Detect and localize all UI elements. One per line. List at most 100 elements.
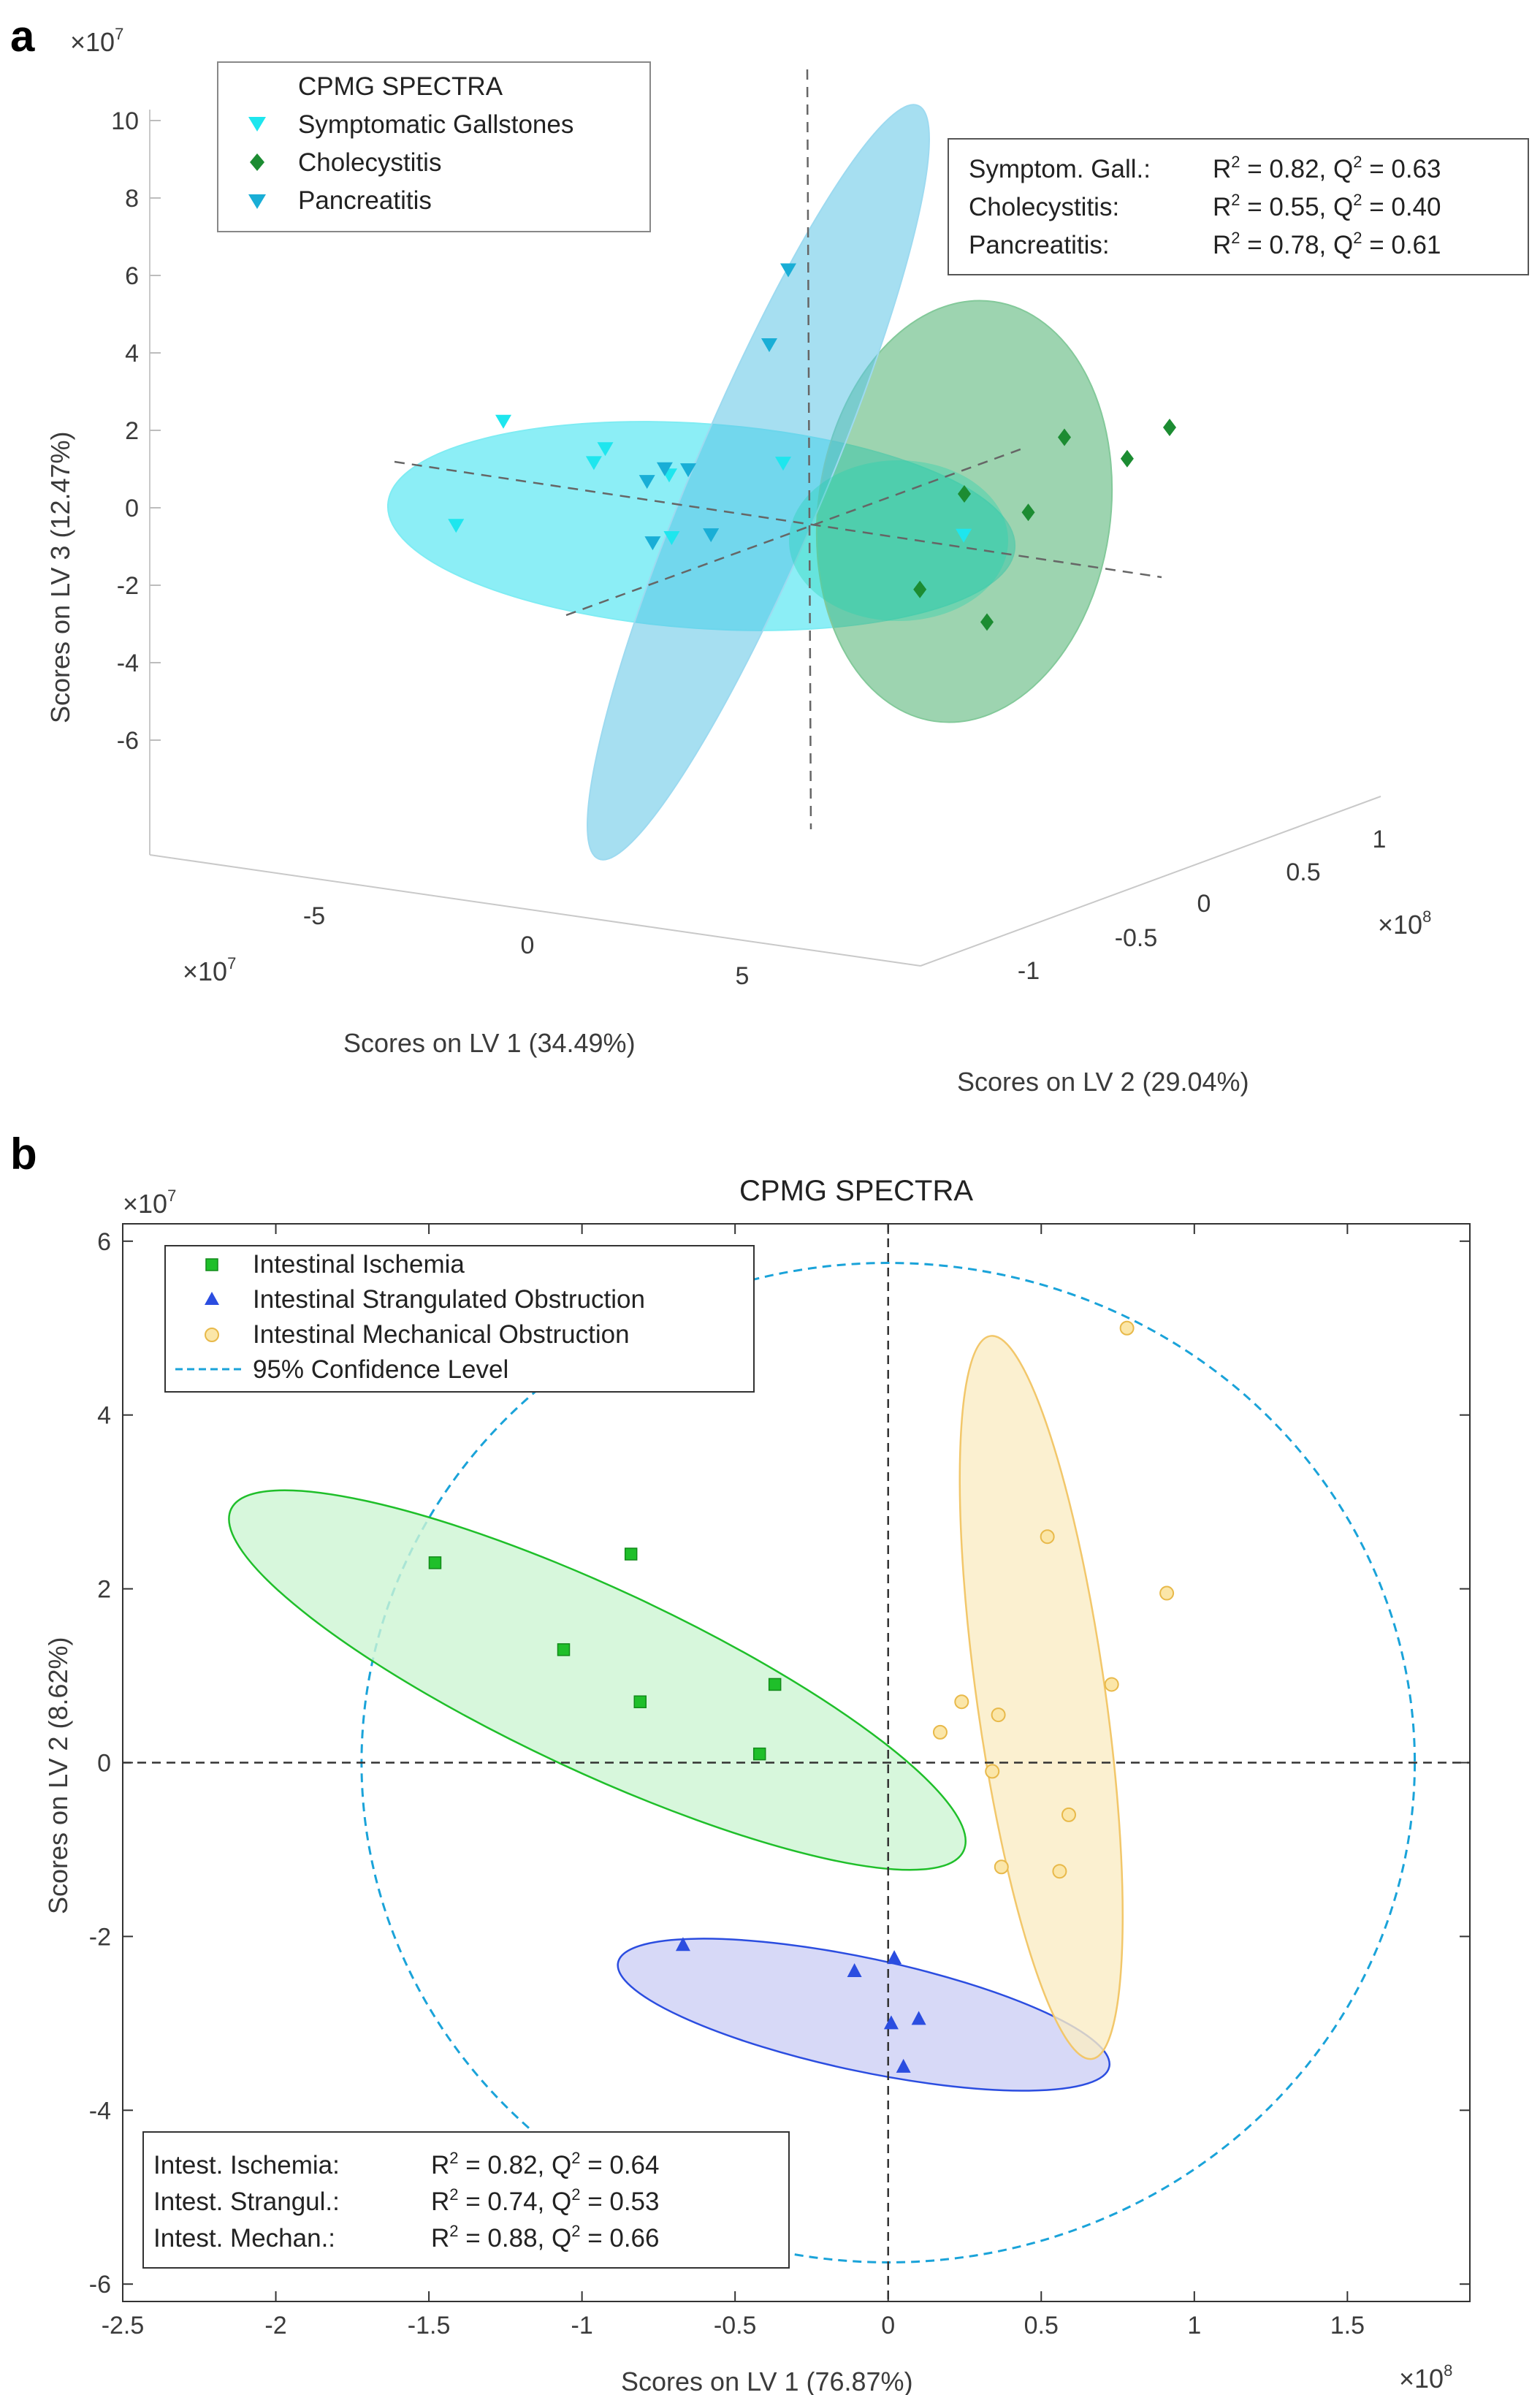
y-tick-label: -6 <box>89 2271 111 2299</box>
ellipsoid-overlap-tint <box>789 460 1008 621</box>
point-intestinal-mechanical-obstruction <box>1061 1807 1076 1822</box>
x-tick-label: 1 <box>1187 2312 1201 2339</box>
panel-b-y-axis-label: Scores on LV 2 (8.62%) <box>43 1637 73 1914</box>
y-tick-label: 6 <box>97 1228 111 1256</box>
panel-b-y-exponent: ×107 <box>123 1187 176 1219</box>
point-symptomatic-gallstones <box>663 531 680 545</box>
z-tick-label: 6 <box>125 262 139 290</box>
legend-label-intestinal-strangulated: Intestinal Strangulated Obstruction <box>253 1285 645 1314</box>
panel-a-points <box>448 263 1176 631</box>
point-intestinal-mechanical-obstruction <box>1052 1864 1067 1879</box>
legend-title: CPMG SPECTRA <box>298 72 503 101</box>
y-tick-label: -2 <box>89 1923 111 1951</box>
x-tick-label: -2.5 <box>102 2312 145 2339</box>
x-tick-label: 0.5 <box>1024 2312 1059 2339</box>
legend-marker-cholecystitis <box>250 153 264 171</box>
y-tick-label: 0.5 <box>1286 858 1320 886</box>
point-symptomatic-gallstones <box>448 519 465 533</box>
point-intestinal-mechanical-obstruction <box>1104 1677 1119 1692</box>
stats-row-label: Intest. Mechan.: <box>153 2224 335 2253</box>
point-pancreatitis <box>703 528 720 543</box>
point-cholecystitis <box>1120 449 1134 468</box>
stats-row-values: R2 = 0.82, Q2 = 0.64 <box>431 2149 659 2179</box>
ellipsoid-pancreatitis <box>587 104 930 861</box>
point-intestinal-ischemia <box>624 1547 638 1561</box>
point-intestinal-mechanical-obstruction <box>994 1859 1009 1875</box>
y-tick-label: -1 <box>1018 957 1040 985</box>
point-intestinal-mechanical-obstruction <box>991 1707 1006 1723</box>
point-intestinal-mechanical-obstruction <box>1119 1320 1135 1336</box>
stats-row-label: Pancreatitis: <box>969 231 1110 259</box>
x-axis-ticks: -5 0 5 <box>303 902 750 990</box>
point-intestinal-mechanical-obstruction <box>932 1724 948 1740</box>
point-intestinal-mechanical-obstruction <box>985 1764 1000 1779</box>
point-cholecystitis <box>1163 419 1176 436</box>
z-axis-label: Scores on LV 3 (12.47%) <box>45 431 75 723</box>
panel-a-stats-box: Symptom. Gall.: R2 = 0.82, Q2 = 0.63 Chole… <box>948 138 1529 275</box>
stats-box-frame <box>948 138 1529 275</box>
legend-marker-symptomatic-gallstones <box>248 117 266 132</box>
x-tick-label: 5 <box>736 962 750 990</box>
class-ellipse-intestinal-ischemia <box>228 1489 967 1871</box>
panel-b-legend: Intestinal Ischemia Intestinal Strangula… <box>164 1245 755 1393</box>
point-intestinal-mechanical-obstruction <box>1159 1585 1175 1601</box>
panel-b-2d-scatter: b CPMG SPECTRA ×107 -2.5 -2 -1.5 -1 -0.5 0 0.5… <box>10 1130 1471 2395</box>
panel-a-axes <box>149 110 1381 967</box>
x-axis-label: Scores on LV 1 (34.49%) <box>343 1028 636 1058</box>
point-intestinal-ischemia <box>752 1747 766 1761</box>
z-axis-ticks: -6 -4 -2 0 2 4 6 8 10 <box>111 107 161 755</box>
x-tick-label: 0 <box>881 2312 895 2339</box>
point-intestinal-ischemia <box>768 1678 782 1691</box>
point-intestinal-strangulated-obstruction <box>675 1937 690 1952</box>
panel-a-3d-scatter: a ×107 -6 -4 -2 0 2 4 6 8 10 -5 0 5 -1 -0.5 0 0.5 1 <box>10 12 1529 1097</box>
legend-label-intestinal-ischemia: Intestinal Ischemia <box>253 1250 465 1279</box>
dashed-axis-diagonal <box>565 446 1027 617</box>
legend-label-cholecystitis: Cholecystitis <box>298 148 441 177</box>
x-axis-exponent: ×107 <box>183 954 236 986</box>
panel-label-a: a <box>10 12 35 61</box>
z-tick-label: -6 <box>117 727 139 755</box>
point-pancreatitis <box>761 338 777 352</box>
legend-marker-pancreatitis <box>248 194 266 209</box>
panel-a-ellipsoids <box>386 104 1113 861</box>
point-cholecystitis <box>913 580 927 598</box>
point-pancreatitis <box>644 536 661 551</box>
panel-b-stats-box: Intest. Ischemia: R2 = 0.82, Q2 = 0.64 Int… <box>142 2131 790 2269</box>
point-symptomatic-gallstones <box>597 442 614 457</box>
point-pancreatitis <box>780 263 796 278</box>
legend-box <box>217 61 651 232</box>
y-axis-label: Scores on LV 2 (29.04%) <box>957 1067 1249 1097</box>
point-pancreatitis <box>680 463 696 478</box>
point-cholecystitis <box>958 485 971 503</box>
y-tick-label: 0 <box>97 1750 111 1778</box>
dashed-axis-horizontal <box>394 460 1162 579</box>
class-ellipse-intestinal-mechanical-obstruction <box>958 1335 1124 2060</box>
point-symptomatic-gallstones <box>585 456 602 471</box>
x-tick-label: -1.5 <box>408 2312 451 2339</box>
stats-row-values: R2 = 0.82, Q2 = 0.63 <box>1213 153 1441 183</box>
panel-b-legend-box <box>164 1245 755 1393</box>
z-tick-label: 0 <box>125 495 139 522</box>
y-tick-label: 1 <box>1373 826 1387 853</box>
y-tick-label: -0.5 <box>1115 924 1158 952</box>
point-intestinal-ischemia <box>633 1695 647 1708</box>
point-intestinal-strangulated-obstruction <box>883 2015 899 2030</box>
y-tick-label: 2 <box>97 1576 111 1604</box>
legend-marker-intestinal-strangulated <box>205 1292 219 1305</box>
x-tick-label: 1.5 <box>1330 2312 1365 2339</box>
point-intestinal-mechanical-obstruction <box>954 1694 969 1710</box>
point-intestinal-strangulated-obstruction <box>911 2011 926 2025</box>
legend-marker-intestinal-mechanical <box>205 1328 219 1342</box>
point-intestinal-strangulated-obstruction <box>887 1950 902 1965</box>
x-tick-label: 0 <box>521 932 535 959</box>
panel-b-plot-area: -2.5 -2 -1.5 -1 -0.5 0 0.5 1 1.5 -6 -4 -2 0 2 4 6 <box>89 1223 1471 2339</box>
panel-label-b: b <box>10 1130 37 1179</box>
stats-row-values: R2 = 0.74, Q2 = 0.53 <box>431 2185 659 2216</box>
stats-row-values: R2 = 0.78, Q2 = 0.61 <box>1213 229 1441 259</box>
x-tick-label: -0.5 <box>714 2312 757 2339</box>
y-axis-line <box>920 796 1381 967</box>
panel-a-dashed-axes <box>394 69 1162 830</box>
legend-marker-intestinal-ischemia <box>205 1258 218 1271</box>
point-intestinal-ischemia <box>428 1556 442 1569</box>
